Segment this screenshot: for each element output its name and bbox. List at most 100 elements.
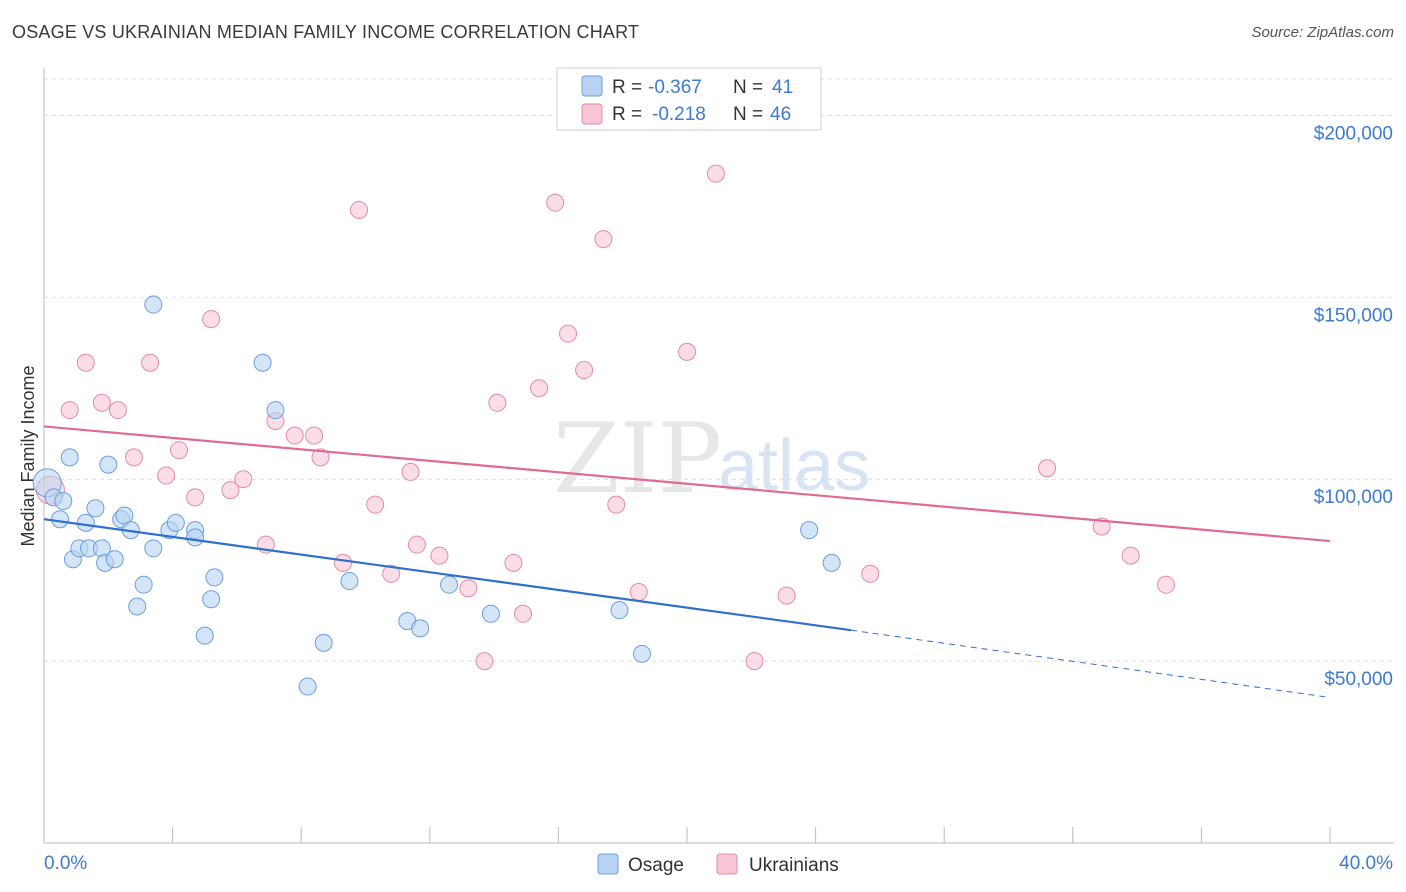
ukrainians-point xyxy=(401,462,420,481)
ukrainians-point xyxy=(430,546,449,565)
osage-point xyxy=(186,528,205,547)
y-axis-label: Median Family Income xyxy=(18,365,38,546)
ukrainians-point xyxy=(285,426,304,445)
ukrainians-point xyxy=(125,448,144,467)
ukrainians-point xyxy=(546,193,565,212)
ukrainians-point xyxy=(475,652,494,671)
stats-legend-ukrainians-n-label: N = xyxy=(733,104,763,125)
y-tick-labels: $50,000 $100,000 $150,000 $200,000 xyxy=(1314,123,1393,690)
ukrainians-point xyxy=(559,324,578,343)
ukrainians-point xyxy=(1092,517,1111,536)
ukrainians-point xyxy=(629,582,648,601)
osage-point xyxy=(54,492,73,511)
ukrainians-point xyxy=(234,470,253,489)
y-tick-label: $200,000 xyxy=(1314,123,1393,144)
osage-point xyxy=(51,510,70,529)
ukrainians-point xyxy=(777,586,796,605)
stats-legend: R = -0.367 N = 41 R = -0.218 N = 46 xyxy=(556,67,822,131)
osage-point xyxy=(144,539,163,558)
osage-point xyxy=(105,550,124,569)
ukrainians-point xyxy=(530,379,549,398)
osage-point xyxy=(440,575,459,594)
osage-point xyxy=(822,553,841,572)
osage-point xyxy=(76,513,95,532)
stats-legend-ukrainians-swatch xyxy=(581,103,603,125)
legend-ukrainians-swatch xyxy=(716,853,738,875)
osage-point xyxy=(610,601,629,620)
osage-point xyxy=(99,455,118,474)
stats-legend-osage-n-value: 41 xyxy=(772,77,793,98)
ukrainians-point xyxy=(504,553,523,572)
ukrainians-point xyxy=(1157,575,1176,594)
ukrainians-point xyxy=(366,495,385,514)
source-label: Source: ZipAtlas.com xyxy=(1251,24,1394,41)
osage-point xyxy=(266,401,285,420)
osage-point xyxy=(166,513,185,532)
ukrainians-point xyxy=(311,448,330,467)
ukrainians-point xyxy=(170,441,189,460)
stats-legend-osage-r-value: -0.367 xyxy=(648,77,702,98)
osage-point xyxy=(128,597,147,616)
ukrainians-point xyxy=(514,604,533,623)
ukrainians-point xyxy=(221,481,240,500)
ukrainians-point xyxy=(108,401,127,420)
osage-trend-line xyxy=(43,518,852,632)
ukrainians-point xyxy=(607,495,626,514)
legend-ukrainians-label: Ukrainians xyxy=(749,855,839,876)
ukrainians-point xyxy=(1038,459,1057,478)
ukrainians-point xyxy=(350,200,369,219)
osage-point xyxy=(800,521,819,540)
osage-point xyxy=(134,575,153,594)
x-ticks xyxy=(43,827,1331,843)
y-tick-label: $100,000 xyxy=(1314,487,1393,508)
series-legend: Osage Ukrainians xyxy=(597,853,839,876)
ukrainians-point xyxy=(407,535,426,554)
ukrainians-point xyxy=(141,353,160,372)
ukrainians-point xyxy=(1121,546,1140,565)
ukrainians-point xyxy=(186,488,205,507)
ukrainians-point xyxy=(60,401,79,420)
stats-legend-osage-r-label: R = xyxy=(612,77,642,98)
legend-osage-label: Osage xyxy=(628,855,684,876)
osage-trend-extension xyxy=(850,629,1331,698)
osage-point xyxy=(632,644,651,663)
osage-point xyxy=(253,353,272,372)
ukrainians-point xyxy=(333,553,352,572)
ukrainians-point xyxy=(678,342,696,361)
osage-point xyxy=(411,619,430,638)
ukrainians-point xyxy=(459,579,478,598)
osage-point xyxy=(298,677,317,696)
osage-point xyxy=(86,499,105,518)
stats-legend-ukrainians-n-value: 46 xyxy=(770,104,791,125)
ukrainians-point xyxy=(202,310,221,329)
osage-point xyxy=(205,568,224,587)
stats-legend-ukrainians-r-value: -0.218 xyxy=(652,104,706,125)
ukrainians-point xyxy=(488,393,507,412)
ukrainians-point xyxy=(305,426,324,445)
legend-osage-swatch xyxy=(597,853,619,875)
chart-title: OSAGE VS UKRAINIAN MEDIAN FAMILY INCOME … xyxy=(12,22,640,42)
ukrainians-point xyxy=(745,652,764,671)
ukrainians-point xyxy=(575,361,594,380)
ukrainians-point xyxy=(92,393,111,412)
ukrainians-point xyxy=(76,353,95,372)
ukrainians-point xyxy=(706,164,725,183)
axes xyxy=(43,68,1394,844)
y-tick-label: $50,000 xyxy=(1324,669,1393,690)
x-tick-label-max: 40.0% xyxy=(1339,853,1393,874)
osage-point xyxy=(144,295,163,314)
stats-legend-osage-n-label: N = xyxy=(733,77,763,98)
ukrainians-point xyxy=(594,230,613,249)
x-tick-label-min: 0.0% xyxy=(44,853,87,874)
ukrainians-point xyxy=(382,564,401,583)
series-osage-points xyxy=(32,295,841,696)
osage-point xyxy=(481,604,500,623)
ukrainians-point xyxy=(157,466,176,485)
osage-point xyxy=(60,448,79,467)
stats-legend-osage-swatch xyxy=(581,75,603,97)
ukrainians-point xyxy=(861,564,880,583)
y-tick-label: $150,000 xyxy=(1314,305,1393,326)
osage-point xyxy=(314,633,333,652)
stats-legend-ukrainians-r-label: R = xyxy=(612,104,642,125)
